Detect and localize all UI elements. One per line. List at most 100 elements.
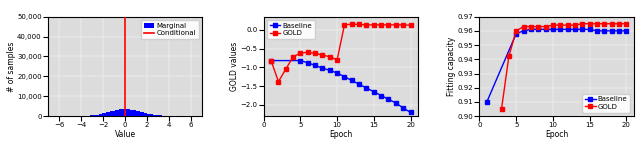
Bar — [140, 112, 141, 116]
Baseline — [579, 28, 586, 30]
Y-axis label: Fitting capacity: Fitting capacity — [447, 37, 456, 96]
GOLD — [319, 54, 326, 56]
Y-axis label: GOLD values: GOLD values — [230, 42, 239, 91]
GOLD — [268, 60, 275, 62]
Legend: Baseline, GOLD: Baseline, GOLD — [268, 20, 315, 39]
GOLD — [615, 23, 623, 25]
Bar — [122, 109, 124, 116]
Y-axis label: # of samples: # of samples — [6, 41, 15, 92]
Baseline — [615, 30, 623, 32]
Bar — [91, 115, 93, 116]
GOLD — [571, 24, 579, 26]
Bar — [148, 114, 150, 116]
Bar — [146, 113, 147, 116]
Bar — [115, 110, 116, 116]
Baseline — [333, 72, 341, 74]
Bar — [134, 110, 136, 116]
GOLD — [304, 51, 312, 53]
Bar — [102, 113, 103, 116]
GOLD — [385, 24, 392, 26]
X-axis label: Epoch: Epoch — [545, 130, 568, 139]
GOLD — [333, 59, 341, 61]
GOLD — [549, 24, 557, 26]
GOLD — [296, 52, 304, 54]
Baseline — [348, 80, 356, 82]
GOLD — [348, 23, 356, 25]
Baseline — [319, 67, 326, 69]
Bar — [129, 110, 131, 116]
Baseline — [268, 60, 275, 62]
GOLD — [513, 30, 520, 32]
Baseline — [363, 87, 371, 89]
Bar — [97, 115, 99, 116]
Conditional — [121, 115, 129, 117]
Line: Baseline: Baseline — [485, 28, 628, 104]
GOLD — [363, 24, 371, 26]
GOLD — [600, 23, 608, 25]
Bar — [131, 110, 132, 116]
Baseline — [623, 30, 630, 32]
GOLD — [311, 52, 319, 54]
Bar — [136, 111, 137, 116]
Baseline — [520, 30, 527, 32]
Bar — [125, 109, 127, 116]
Baseline — [355, 83, 363, 85]
GOLD — [289, 56, 297, 58]
Bar — [143, 112, 145, 116]
Bar — [150, 114, 152, 116]
Bar — [94, 115, 95, 116]
Baseline — [304, 62, 312, 64]
Baseline — [340, 76, 348, 78]
GOLD — [399, 24, 407, 26]
Bar — [109, 112, 110, 116]
Legend: Marginal, Conditional: Marginal, Conditional — [141, 20, 198, 39]
GOLD — [355, 24, 363, 26]
GOLD — [505, 55, 513, 57]
Bar — [152, 114, 153, 116]
GOLD — [608, 23, 616, 25]
Baseline — [564, 28, 572, 30]
GOLD — [498, 108, 506, 110]
GOLD — [527, 26, 534, 28]
Line: Baseline: Baseline — [269, 59, 412, 114]
Bar — [90, 115, 91, 116]
Bar — [118, 110, 119, 116]
Bar — [147, 114, 148, 116]
Baseline — [406, 111, 414, 113]
GOLD — [392, 24, 399, 26]
Bar — [113, 111, 115, 116]
GOLD — [520, 26, 527, 28]
GOLD — [406, 24, 414, 26]
Bar — [100, 114, 102, 116]
Baseline — [600, 30, 608, 32]
Conditional — [121, 115, 129, 117]
Bar — [116, 110, 118, 116]
GOLD — [593, 23, 601, 25]
GOLD — [579, 23, 586, 25]
Bar — [119, 110, 121, 116]
Bar — [112, 111, 113, 116]
Baseline — [392, 102, 399, 104]
GOLD — [275, 81, 282, 83]
Bar — [110, 111, 112, 116]
Baseline — [378, 94, 385, 96]
Baseline — [296, 60, 304, 62]
GOLD — [340, 24, 348, 26]
Bar — [99, 114, 100, 116]
Bar — [108, 112, 109, 116]
GOLD — [586, 23, 593, 25]
X-axis label: Epoch: Epoch — [329, 130, 353, 139]
Bar — [157, 115, 159, 116]
Baseline — [608, 30, 616, 32]
Line: GOLD: GOLD — [500, 22, 628, 111]
GOLD — [623, 23, 630, 25]
Line: GOLD: GOLD — [269, 22, 412, 83]
Bar — [138, 111, 140, 116]
GOLD — [282, 68, 290, 70]
Bar — [137, 111, 138, 116]
Bar — [106, 112, 108, 116]
X-axis label: Value: Value — [115, 130, 136, 139]
Baseline — [593, 30, 601, 32]
GOLD — [556, 24, 564, 26]
GOLD — [326, 56, 333, 58]
